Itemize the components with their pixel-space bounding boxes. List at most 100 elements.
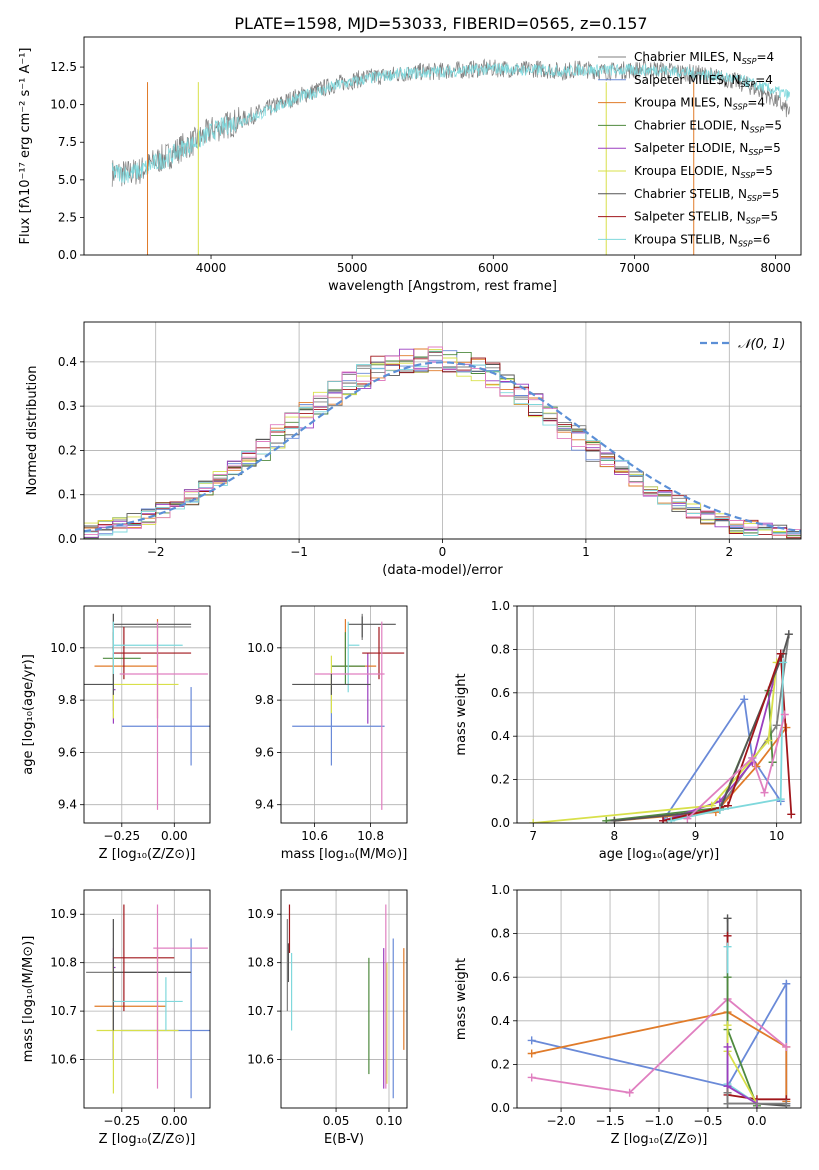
marker xyxy=(740,695,749,704)
x-tick-label: 8 xyxy=(611,829,619,843)
x-tick-label: 10.6 xyxy=(301,829,328,843)
marker xyxy=(527,1036,536,1045)
y-tick-label: 10.7 xyxy=(50,1004,77,1018)
legend-label: Chabrier MILES, NSSP=4 xyxy=(634,50,774,66)
series-line xyxy=(533,662,778,823)
y-tick-label: 0.0 xyxy=(58,532,77,546)
axes-frame xyxy=(83,36,802,256)
plot-area xyxy=(529,630,796,823)
panel-mass_vs_Z: −0.25 0.00 10.6 10.7 10.8 10.9 Z [log₁₀(Z/Z⊙)]… xyxy=(21,889,211,1147)
x-tick-label: −0.5 xyxy=(693,1114,722,1128)
marker xyxy=(610,816,619,823)
panel-weight_vs_Z: −2.0 −1.5 −1.0 −0.5 0.0 0.0 0.2 0.4 0.6 0.8 1.0 Z [… xyxy=(454,883,802,1147)
y-axis-label: mass weight xyxy=(454,673,469,755)
series-Kroupa ELODIE xyxy=(529,658,781,823)
y-tick-label: 0.0 xyxy=(491,816,510,830)
marker xyxy=(723,942,732,951)
panel-mass_vs_EBV: 0.05 0.10 10.6 10.7 10.8 10.9 E(B-V) xyxy=(247,889,408,1147)
y-tick-label: 0.8 xyxy=(491,927,510,941)
x-tick-label: 7000 xyxy=(619,261,650,275)
x-axis-label: wavelength [Angstrom, rest frame] xyxy=(328,279,557,294)
marker xyxy=(625,1088,634,1097)
series-Salpeter STELIB xyxy=(659,649,796,823)
errorbar-point xyxy=(94,619,159,719)
errorbar-point xyxy=(362,626,405,680)
x-tick-label: 9 xyxy=(692,829,700,843)
x-tick-label: −1.5 xyxy=(595,1114,624,1128)
x-tick-label: 0.10 xyxy=(376,1114,403,1128)
x-tick-label: −1 xyxy=(290,545,308,559)
x-axis-label: Z [log₁₀(Z/Z⊙)] xyxy=(99,1132,196,1147)
marker xyxy=(527,1073,536,1082)
x-tick-label: 0.05 xyxy=(323,1114,350,1128)
errorbar-point xyxy=(113,977,183,1031)
y-axis-label: age [log₁₀(age/yr)] xyxy=(21,654,36,775)
series-line xyxy=(671,662,784,822)
legend-label: Salpeter MILES, NSSP=4 xyxy=(634,73,773,89)
y-tick-label: 10.8 xyxy=(247,956,274,970)
marker xyxy=(760,788,769,797)
y-tick-label: 10.0 xyxy=(50,641,77,655)
plot-area xyxy=(84,346,801,539)
errorbar-point xyxy=(84,673,115,695)
marker xyxy=(723,1088,732,1097)
series-line xyxy=(662,696,782,822)
y-axis-label: Flux [fλ10⁻¹⁷ erg cm⁻² s⁻¹ A⁻¹] xyxy=(18,48,33,245)
plot-area xyxy=(292,613,405,810)
spectrum-line-model xyxy=(111,62,791,184)
series-line xyxy=(606,690,774,822)
x-tick-label: −2.0 xyxy=(546,1114,575,1128)
series-Chabrier MILES xyxy=(723,1088,791,1108)
normal-curve xyxy=(84,361,801,533)
errorbar-point xyxy=(113,626,192,680)
marker xyxy=(787,810,796,819)
y-tick-label: 10.9 xyxy=(247,907,274,921)
x-tick-label: 4000 xyxy=(196,261,227,275)
y-tick-label: 0.1 xyxy=(58,488,77,502)
panel-spectrum: 4000 5000 6000 7000 8000 0.0 2.5 5.0 7.5 10.0 12.5… xyxy=(18,36,802,294)
x-tick-label: 0.0 xyxy=(747,1114,766,1128)
errorbar-point xyxy=(347,621,360,693)
y-tick-label: 2.5 xyxy=(58,210,77,224)
axes-frame xyxy=(516,889,802,1109)
series-line xyxy=(686,714,786,820)
y-tick-label: 0.2 xyxy=(58,443,77,457)
x-axis-label: age [log₁₀(age/yr)] xyxy=(599,847,720,862)
legend-label: Salpeter STELIB, NSSP=5 xyxy=(634,210,778,226)
marker xyxy=(782,979,791,988)
errorbar-point xyxy=(331,619,377,667)
legend-label: Kroupa STELIB, NSSP=6 xyxy=(634,232,770,248)
y-tick-label: 10.8 xyxy=(50,956,77,970)
marker xyxy=(780,710,789,719)
x-tick-label: 0.00 xyxy=(161,1114,188,1128)
y-tick-label: 0.6 xyxy=(491,686,510,700)
x-tick-label: −1.0 xyxy=(644,1114,673,1128)
series-line xyxy=(531,997,787,1094)
legend: 𝒩(0, 1) xyxy=(700,337,785,352)
series-extra xyxy=(683,710,789,823)
panel-age_vs_Z: −0.25 0.00 9.4 9.6 9.8 10.0 Z [log₁₀(Z/Z⊙)] age… xyxy=(21,605,211,862)
legend-label: Chabrier ELODIE, NSSP=5 xyxy=(634,118,782,134)
marker xyxy=(667,816,676,823)
x-tick-label: 6000 xyxy=(478,261,509,275)
marker xyxy=(723,973,732,982)
x-tick-label: 2 xyxy=(725,545,733,559)
y-tick-label: 0.2 xyxy=(491,1057,510,1071)
y-axis-label: mass [log₁₀(M/M⊙)] xyxy=(21,936,36,1063)
y-tick-label: 7.5 xyxy=(58,135,77,149)
series-Kroupa STELIB xyxy=(667,658,788,823)
marker xyxy=(784,630,793,639)
legend-label: Chabrier STELIB, NSSP=5 xyxy=(634,187,779,203)
x-tick-label: 0.00 xyxy=(161,829,188,843)
errorbar-point xyxy=(314,621,385,810)
y-tick-label: 9.6 xyxy=(255,745,274,759)
y-tick-label: 9.4 xyxy=(58,798,77,812)
legend-label: 𝒩(0, 1) xyxy=(738,337,785,352)
x-tick-label: 5000 xyxy=(337,261,368,275)
series-Chabrier ELODIE xyxy=(723,973,761,1108)
plot-area xyxy=(111,58,791,255)
y-tick-label: 0.2 xyxy=(491,773,510,787)
errorbar-point xyxy=(121,687,210,766)
marker xyxy=(723,1099,732,1108)
y-tick-label: 9.8 xyxy=(58,693,77,707)
